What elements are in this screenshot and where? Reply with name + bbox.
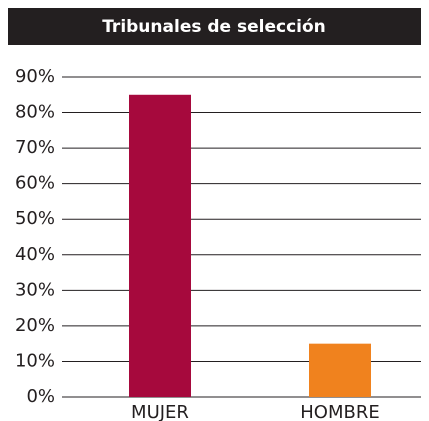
bar [309, 343, 371, 397]
x-tick-label: MUJER [131, 402, 189, 421]
y-tick-label: 70% [15, 137, 55, 158]
x-tick-label: HOMBRE [300, 402, 379, 421]
y-tick-label: 40% [15, 244, 55, 265]
bar [129, 94, 191, 398]
y-tick-label: 10% [15, 350, 55, 371]
y-tick-label: 90% [15, 66, 55, 87]
y-tick-label: 30% [15, 279, 55, 300]
chart-title: Tribunales de selección [102, 17, 326, 37]
y-tick-label: 80% [15, 102, 55, 123]
y-tick-label: 50% [15, 208, 55, 229]
y-tick-label: 0% [26, 386, 55, 407]
y-tick-label: 60% [15, 173, 55, 194]
title-bar [8, 8, 421, 45]
y-tick-label: 20% [15, 315, 55, 336]
